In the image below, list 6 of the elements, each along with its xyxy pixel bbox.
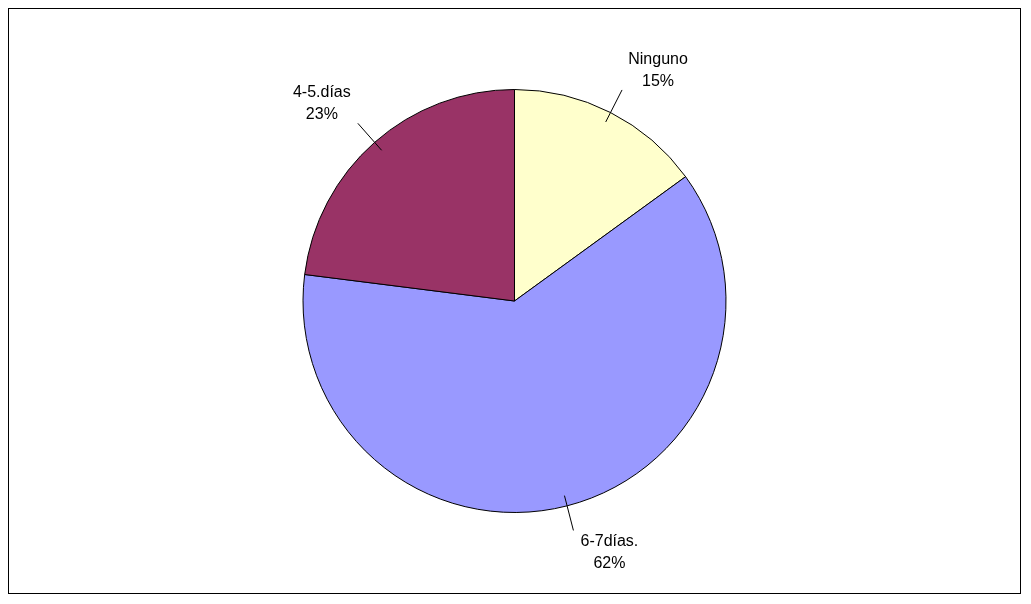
slice-label: 6-7días. <box>580 532 639 550</box>
slice-label: 4-5.días <box>292 83 351 101</box>
slice-label: Ninguno <box>628 49 688 67</box>
data-label: 62% <box>593 554 626 572</box>
data-label: 23% <box>305 105 338 123</box>
data-label: 15% <box>642 71 675 89</box>
